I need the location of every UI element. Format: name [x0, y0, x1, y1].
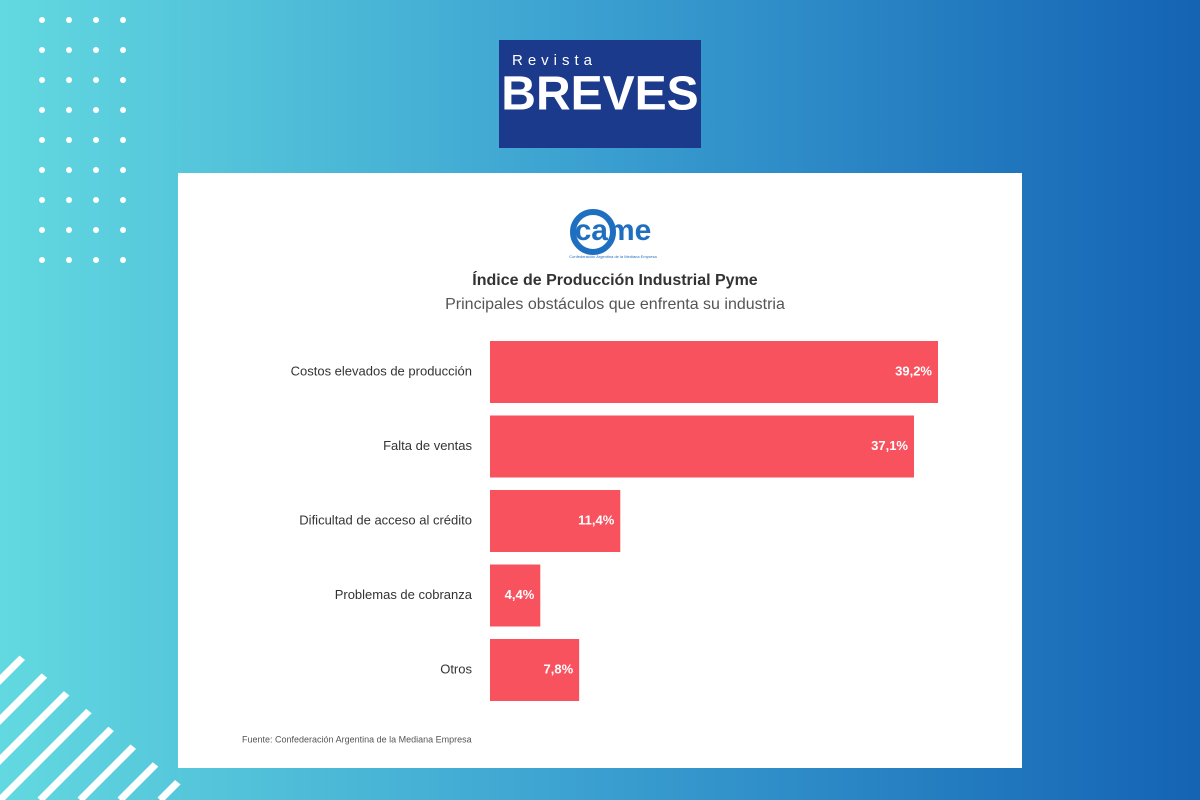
value-label: 37,1%: [871, 438, 908, 453]
dot: [93, 197, 99, 203]
dot: [66, 167, 72, 173]
dot: [120, 257, 126, 263]
dot: [39, 137, 45, 143]
dot: [66, 197, 72, 203]
bar: [490, 341, 938, 403]
dot: [120, 17, 126, 23]
category-label: Costos elevados de producción: [291, 363, 472, 378]
brand-logo: Revista BREVES: [499, 40, 701, 148]
chart-logo: came: [575, 214, 652, 247]
value-label: 7,8%: [544, 661, 574, 676]
bar: [490, 490, 621, 552]
dot: [93, 47, 99, 53]
dot: [93, 17, 99, 23]
dot: [120, 47, 126, 53]
bar: [490, 639, 580, 701]
dot: [93, 257, 99, 263]
dot: [120, 197, 126, 203]
chart-subtitle: Principales obstáculos que enfrenta su i…: [445, 296, 785, 313]
dot: [39, 167, 45, 173]
dot: [120, 107, 126, 113]
dot: [39, 77, 45, 83]
category-label: Dificultad de acceso al crédito: [299, 512, 472, 527]
value-label: 4,4%: [505, 587, 535, 602]
dot: [39, 227, 45, 233]
logo-name: BREVES: [501, 68, 698, 121]
value-label: 11,4%: [578, 512, 615, 527]
dot: [66, 77, 72, 83]
value-label: 39,2%: [895, 363, 932, 378]
logo-ring: [570, 209, 616, 255]
dot: [66, 107, 72, 113]
dot: [39, 257, 45, 263]
bar: [490, 564, 541, 627]
dot: [66, 47, 72, 53]
dot: [120, 227, 126, 233]
dot: [39, 47, 45, 53]
dot: [120, 167, 126, 173]
category-label: Falta de ventas: [383, 438, 472, 453]
dot: [39, 17, 45, 23]
dot: [66, 257, 72, 263]
dot: [66, 137, 72, 143]
dot: [66, 17, 72, 23]
dot: [39, 107, 45, 113]
dot: [93, 107, 99, 113]
dot: [93, 77, 99, 83]
dot: [39, 197, 45, 203]
logo-box: [499, 40, 701, 148]
bar: [490, 415, 914, 478]
chart-title: Índice de Producción Industrial Pyme: [472, 270, 758, 289]
dot: [120, 137, 126, 143]
dot: [93, 167, 99, 173]
dot: [93, 137, 99, 143]
category-label: Otros: [440, 661, 472, 676]
dot: [66, 227, 72, 233]
logo-caption: Confederación Argentina de la Mediana Em…: [569, 254, 657, 259]
chart-source: Fuente: Confederación Argentina de la Me…: [242, 734, 472, 744]
dot: [93, 227, 99, 233]
logo-top: Revista: [512, 52, 597, 69]
category-label: Problemas de cobranza: [335, 587, 473, 602]
dot-pattern: [39, 17, 126, 263]
dot: [120, 77, 126, 83]
